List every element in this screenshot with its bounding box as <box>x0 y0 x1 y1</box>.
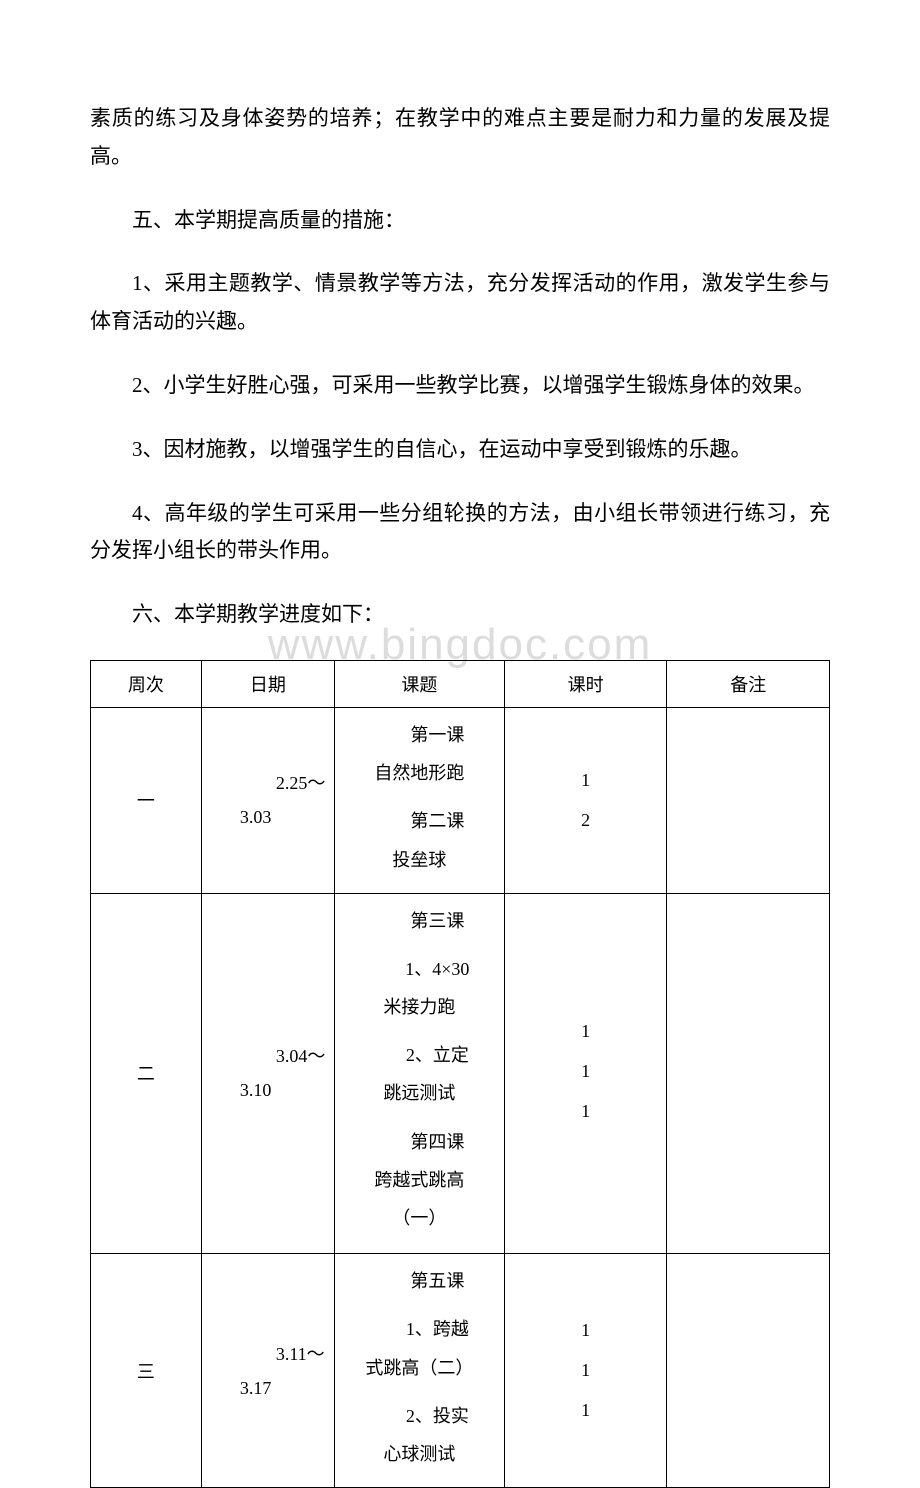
header-note: 备注 <box>667 660 830 707</box>
measure-item-3: 3、因材施教，以增强学生的自信心，在运动中享受到锻炼的乐趣。 <box>90 431 830 469</box>
cell-note-2 <box>667 893 830 1254</box>
measure-item-4: 4、高年级的学生可采用一些分组轮换的方法，由小组长带领进行练习，充分发挥小组长的… <box>90 495 830 571</box>
topic-line: 自然地形跑 <box>343 756 496 790</box>
topic-line: 第一课 <box>343 718 496 752</box>
topic-line: 第五课 <box>343 1264 496 1298</box>
topic-line: 1、4×30 <box>343 952 496 986</box>
hours-line: 1 <box>513 1352 659 1388</box>
date-line: 3.11～ <box>240 1337 326 1371</box>
date-line: 3.10 <box>240 1073 326 1107</box>
topic-line: （一） <box>343 1201 496 1235</box>
topic-line: 投垒球 <box>343 843 496 877</box>
table-header-row: 周次 日期 课题 课时 备注 <box>91 660 830 707</box>
cell-hours-3: 1 1 1 <box>504 1254 667 1488</box>
section-6-heading: 六、本学期教学进度如下： <box>90 596 830 634</box>
schedule-table: 周次 日期 课题 课时 备注 一 2.25～ 3.03 第一课 自然地形跑 第二… <box>90 660 830 1488</box>
cell-hours-1: 1 2 <box>504 707 667 893</box>
cell-hours-2: 1 1 1 <box>504 893 667 1254</box>
topic-line: 2、投实 <box>343 1399 496 1433</box>
date-line: 3.17 <box>240 1371 326 1405</box>
cell-date-2: 3.04～ 3.10 <box>201 893 334 1254</box>
topic-line: 第二课 <box>343 804 496 838</box>
topic-line: 2、立定 <box>343 1038 496 1072</box>
cell-topic-1: 第一课 自然地形跑 第二课 投垒球 <box>334 707 504 893</box>
topic-line: 第三课 <box>343 904 496 938</box>
header-week: 周次 <box>91 660 202 707</box>
header-date: 日期 <box>201 660 334 707</box>
cell-topic-3: 第五课 1、跨越 式跳高（二） 2、投实 心球测试 <box>334 1254 504 1488</box>
topic-line: 跨越式跳高 <box>343 1163 496 1197</box>
hours-line: 1 <box>513 762 659 798</box>
topic-line: 米接力跑 <box>343 990 496 1024</box>
header-hours: 课时 <box>504 660 667 707</box>
topic-line: 1、跨越 <box>343 1312 496 1346</box>
topic-line: 心球测试 <box>343 1437 496 1471</box>
measure-item-2: 2、小学生好胜心强，可采用一些教学比赛，以增强学生锻炼身体的效果。 <box>90 367 830 405</box>
table-row: 一 2.25～ 3.03 第一课 自然地形跑 第二课 投垒球 1 2 <box>91 707 830 893</box>
cell-note-3 <box>667 1254 830 1488</box>
topic-line: 第四课 <box>343 1125 496 1159</box>
measure-item-1: 1、采用主题教学、情景教学等方法，充分发挥活动的作用，激发学生参与体育活动的兴趣… <box>90 265 830 341</box>
cell-week-2: 二 <box>91 893 202 1254</box>
paragraph-intro: 素质的练习及身体姿势的培养；在教学中的难点主要是耐力和力量的发展及提高。 <box>90 100 830 176</box>
table-row: 二 3.04～ 3.10 第三课 1、4×30 米接力跑 2、立定 跳远测试 第… <box>91 893 830 1254</box>
hours-line: 1 <box>513 1093 659 1129</box>
topic-line: 式跳高（二） <box>343 1351 496 1385</box>
cell-week-1: 一 <box>91 707 202 893</box>
cell-date-1: 2.25～ 3.03 <box>201 707 334 893</box>
hours-line: 1 <box>513 1392 659 1428</box>
topic-line: 跳远测试 <box>343 1076 496 1110</box>
hours-line: 1 <box>513 1013 659 1049</box>
hours-line: 1 <box>513 1053 659 1089</box>
section-5-heading: 五、本学期提高质量的措施： <box>90 202 830 240</box>
date-line: 3.03 <box>240 800 326 834</box>
date-line: 3.04～ <box>240 1039 326 1073</box>
cell-date-3: 3.11～ 3.17 <box>201 1254 334 1488</box>
hours-line: 1 <box>513 1312 659 1348</box>
date-line: 2.25～ <box>240 766 326 800</box>
document-content: 素质的练习及身体姿势的培养；在教学中的难点主要是耐力和力量的发展及提高。 五、本… <box>90 100 830 1488</box>
cell-topic-2: 第三课 1、4×30 米接力跑 2、立定 跳远测试 第四课 跨越式跳高 （一） <box>334 893 504 1254</box>
hours-line: 2 <box>513 802 659 838</box>
table-row: 三 3.11～ 3.17 第五课 1、跨越 式跳高（二） 2、投实 心球测试 1 <box>91 1254 830 1488</box>
cell-week-3: 三 <box>91 1254 202 1488</box>
header-topic: 课题 <box>334 660 504 707</box>
cell-note-1 <box>667 707 830 893</box>
